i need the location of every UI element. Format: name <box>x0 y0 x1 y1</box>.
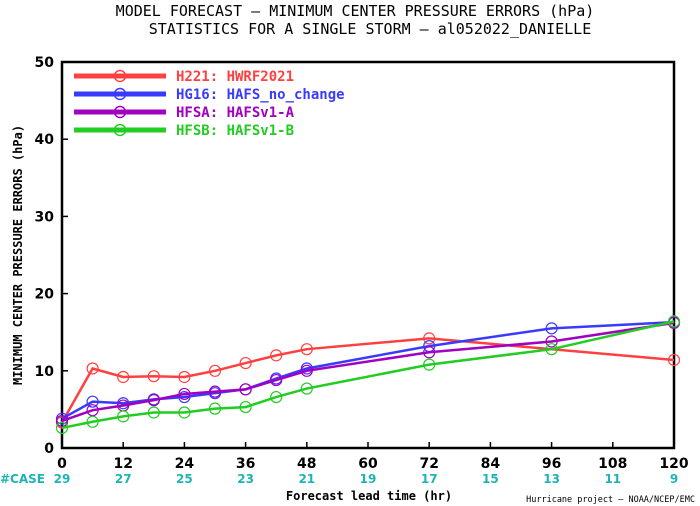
data-point <box>117 370 130 384</box>
case-count-value: 27 <box>115 472 132 486</box>
data-point <box>208 402 222 415</box>
case-count-value: 11 <box>604 472 621 486</box>
x-tick-label: 12 <box>113 456 132 472</box>
data-point <box>270 373 283 387</box>
x-tick-label: 84 <box>481 456 501 472</box>
y-tick-label: 10 <box>35 364 55 380</box>
series-layer <box>55 315 681 435</box>
case-count-value: 13 <box>543 472 560 486</box>
data-point <box>423 346 436 359</box>
legend-marker <box>113 105 127 119</box>
x-tick-label: 36 <box>236 456 255 472</box>
case-count-value: 15 <box>482 472 499 486</box>
data-point <box>270 349 283 362</box>
series-line <box>60 337 675 424</box>
case-count-value: 25 <box>176 472 193 486</box>
data-point <box>55 421 69 435</box>
x-tick-label: 24 <box>175 456 195 472</box>
data-point <box>208 364 222 377</box>
legend-marker <box>113 87 127 101</box>
plot-border <box>60 60 676 450</box>
y-tick-label: 20 <box>35 287 55 303</box>
data-point <box>239 383 252 396</box>
data-point <box>300 364 313 377</box>
data-point <box>239 400 252 414</box>
y-tick-label: 0 <box>44 441 54 457</box>
case-count-value: 17 <box>421 472 438 486</box>
data-point <box>178 390 191 404</box>
data-point <box>178 406 191 419</box>
series-group <box>55 332 681 429</box>
chart-title-line2: STATISTICS FOR A SINGLE STORM – al052022… <box>149 20 592 38</box>
x-tick-label: 48 <box>297 456 316 472</box>
series-line <box>61 321 675 423</box>
data-point <box>545 322 558 335</box>
plot-frame <box>60 60 676 450</box>
data-point <box>178 387 191 401</box>
series-group <box>55 315 681 435</box>
legend-label: HFSA: HAFSv1-A <box>176 105 295 121</box>
chart-title-line1: MODEL FORECAST – MINIMUM CENTER PRESSURE… <box>116 2 595 20</box>
axis-ticks: 0 12 24 36 48 60 72 84 96 108 120 0 10 20 30 40 50 29 27 25… <box>35 55 689 486</box>
y-tick-label: 40 <box>35 132 55 148</box>
x-tick-label: 60 <box>358 456 378 472</box>
data-point <box>545 343 558 356</box>
data-point <box>667 353 681 367</box>
data-point <box>147 406 160 419</box>
data-point <box>117 410 130 423</box>
x-tick-label: 72 <box>419 456 438 472</box>
x-tick-label: 0 <box>57 456 67 472</box>
legend-label: H221: HWRF2021 <box>176 69 294 85</box>
legend-marker <box>113 123 127 137</box>
x-tick-label: 96 <box>542 456 561 472</box>
legend-marker <box>113 69 127 83</box>
data-point <box>208 385 222 398</box>
data-point <box>239 356 252 370</box>
data-point <box>86 415 99 428</box>
data-point <box>55 414 69 428</box>
data-point <box>270 390 283 404</box>
legend: H221: HWRF2021 HG16: HAFS_no_change HFSA: … <box>74 69 345 139</box>
x-tick-label: 108 <box>598 456 627 472</box>
data-point <box>300 382 313 395</box>
legend-label: HFSB: HAFSv1-B <box>176 123 294 139</box>
data-point <box>178 370 191 384</box>
case-count-value: 29 <box>54 472 71 486</box>
data-point <box>86 395 99 408</box>
case-count-label: #CASE <box>0 472 45 486</box>
y-axis-label: MINIMUM CENTER PRESSURE ERRORS (hPa) <box>11 125 25 385</box>
y-tick-label: 50 <box>35 55 55 71</box>
case-count-value: 9 <box>670 472 678 486</box>
data-point <box>545 335 558 348</box>
data-point <box>667 315 681 328</box>
y-tick-label: 30 <box>35 209 55 225</box>
legend-label: HG16: HAFS_no_change <box>176 87 345 103</box>
credit-text: Hurricane project – NOAA/NCEP/EMC <box>526 495 695 505</box>
data-point <box>147 394 160 407</box>
series-group <box>55 316 681 428</box>
data-point <box>423 358 436 371</box>
case-count-value: 23 <box>237 472 254 486</box>
x-tick-label: 120 <box>659 456 688 472</box>
data-point <box>423 332 436 345</box>
case-count-value: 19 <box>360 472 377 486</box>
x-axis-label: Forecast lead time (hr) <box>286 489 452 503</box>
data-point <box>147 370 160 383</box>
data-point <box>300 343 313 356</box>
data-point <box>86 362 99 375</box>
case-count-value: 21 <box>298 472 315 486</box>
